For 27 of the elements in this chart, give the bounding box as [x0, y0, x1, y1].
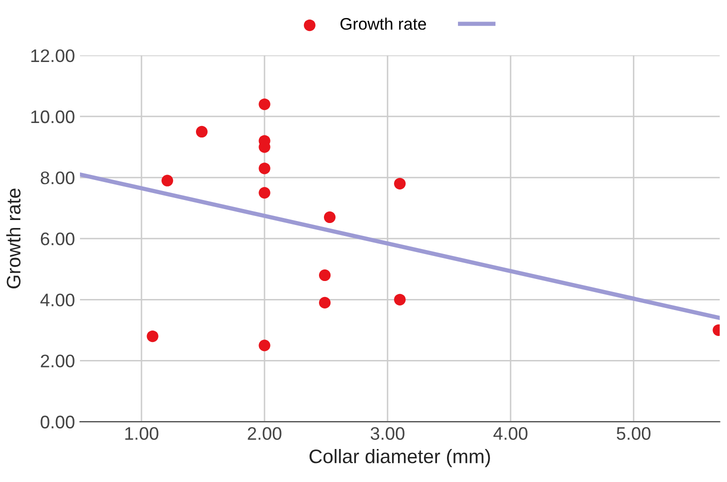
x-tick-label: 2.00 — [248, 427, 282, 440]
point — [258, 340, 270, 352]
point — [324, 211, 336, 224]
y-tick-label: 10.00 — [31, 110, 74, 124]
point — [394, 294, 406, 306]
x-tick-label: 4.00 — [493, 427, 528, 440]
x-axis-title: Collar diameter (mm) — [310, 449, 490, 468]
point — [196, 126, 208, 138]
y-axis-title: Growth rate — [6, 188, 21, 288]
point — [258, 186, 270, 199]
point — [146, 330, 158, 342]
y-tick-label: 2.00 — [40, 354, 74, 368]
point — [258, 98, 270, 110]
x-tick-label: 3.00 — [370, 427, 404, 440]
legend-label: Growth rate — [340, 18, 426, 30]
point — [258, 162, 270, 174]
point — [318, 269, 331, 282]
x-tick-label: 1.00 — [125, 427, 158, 440]
y-tick-label: 4.00 — [40, 294, 74, 306]
y-tick-label: 0.00 — [40, 416, 74, 428]
y-tick-label: 12.00 — [31, 49, 74, 62]
point — [162, 174, 174, 186]
point — [318, 296, 331, 309]
y-tick-label: 8.00 — [40, 171, 74, 184]
x-tick-label: 5.00 — [616, 427, 650, 440]
y-tick-label: 6.00 — [40, 232, 74, 246]
point — [394, 178, 406, 190]
